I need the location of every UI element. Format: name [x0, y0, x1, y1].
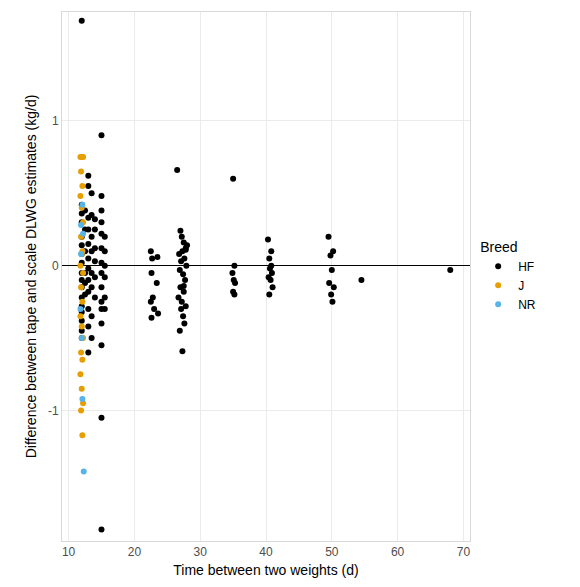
svg-text:70: 70 — [457, 545, 471, 559]
svg-text:20: 20 — [128, 545, 142, 559]
svg-text:50: 50 — [325, 545, 339, 559]
svg-text:-1: -1 — [48, 404, 59, 418]
svg-text:Difference between tape and sc: Difference between tape and scale DLWG e… — [23, 95, 39, 459]
svg-text:60: 60 — [391, 545, 405, 559]
svg-text:HF: HF — [518, 260, 534, 274]
svg-text:10: 10 — [62, 545, 76, 559]
svg-text:40: 40 — [259, 545, 273, 559]
svg-text:Breed: Breed — [480, 239, 517, 255]
svg-text:30: 30 — [194, 545, 208, 559]
svg-text:Time between two weights (d): Time between two weights (d) — [173, 562, 358, 578]
svg-text:J: J — [518, 279, 524, 293]
svg-text:0: 0 — [52, 259, 59, 273]
svg-text:NR: NR — [518, 298, 536, 312]
svg-text:1: 1 — [52, 114, 59, 128]
